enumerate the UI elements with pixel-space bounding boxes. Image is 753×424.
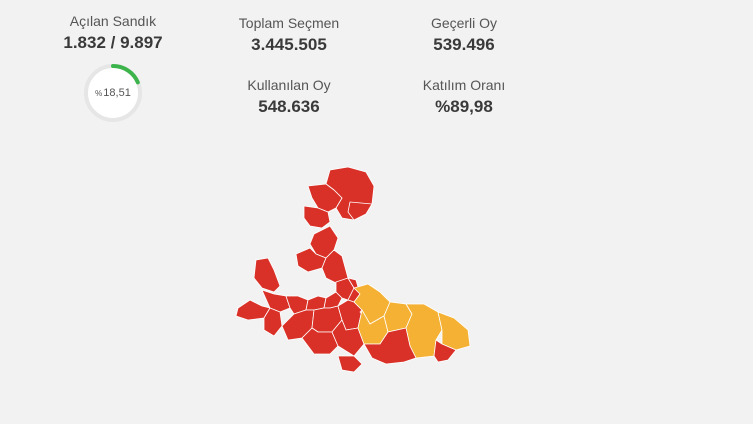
map-district[interactable]	[437, 311, 471, 351]
progress-percent-sign: %	[95, 88, 103, 98]
district-results-map[interactable]	[230, 160, 480, 380]
map-district[interactable]	[433, 339, 457, 363]
stat-label: Geçerli Oy	[430, 15, 498, 31]
stat-value: 539.496	[433, 35, 495, 54]
stat-value: 548.636	[258, 97, 320, 116]
map-district[interactable]	[307, 183, 343, 213]
map-district[interactable]	[347, 201, 373, 221]
progress-ring-label: % 18,51	[82, 62, 144, 124]
map-district[interactable]	[363, 327, 417, 365]
stat-value: 3.445.505	[251, 35, 327, 54]
stat-opened-ballot-boxes: Açılan Sandık 1.832 / 9.897	[13, 12, 213, 54]
stat-label: Katılım Oranı	[422, 77, 506, 93]
progress-value: 18,51	[103, 87, 131, 99]
map-district[interactable]	[253, 257, 281, 293]
stat-value: %89,98	[435, 97, 493, 116]
stat-votes-cast: Kullanılan Oy 548.636	[189, 76, 389, 118]
stat-turnout-rate: Katılım Oranı %89,98	[364, 76, 564, 118]
ballot-box-progress-ring: % 18,51	[82, 62, 144, 124]
progress-ring-svg	[84, 64, 142, 122]
stat-valid-votes: Geçerli Oy 539.496	[364, 14, 564, 56]
stat-value: 1.832 / 9.897	[63, 33, 163, 52]
stat-label: Toplam Seçmen	[238, 15, 340, 31]
map-district[interactable]	[337, 355, 363, 373]
stat-total-voters: Toplam Seçmen 3.445.505	[189, 14, 389, 56]
progress-ring-fill	[84, 64, 142, 122]
stat-label: Açılan Sandık	[69, 13, 157, 29]
map-district[interactable]	[303, 205, 331, 229]
stat-label: Kullanılan Oy	[247, 77, 331, 93]
